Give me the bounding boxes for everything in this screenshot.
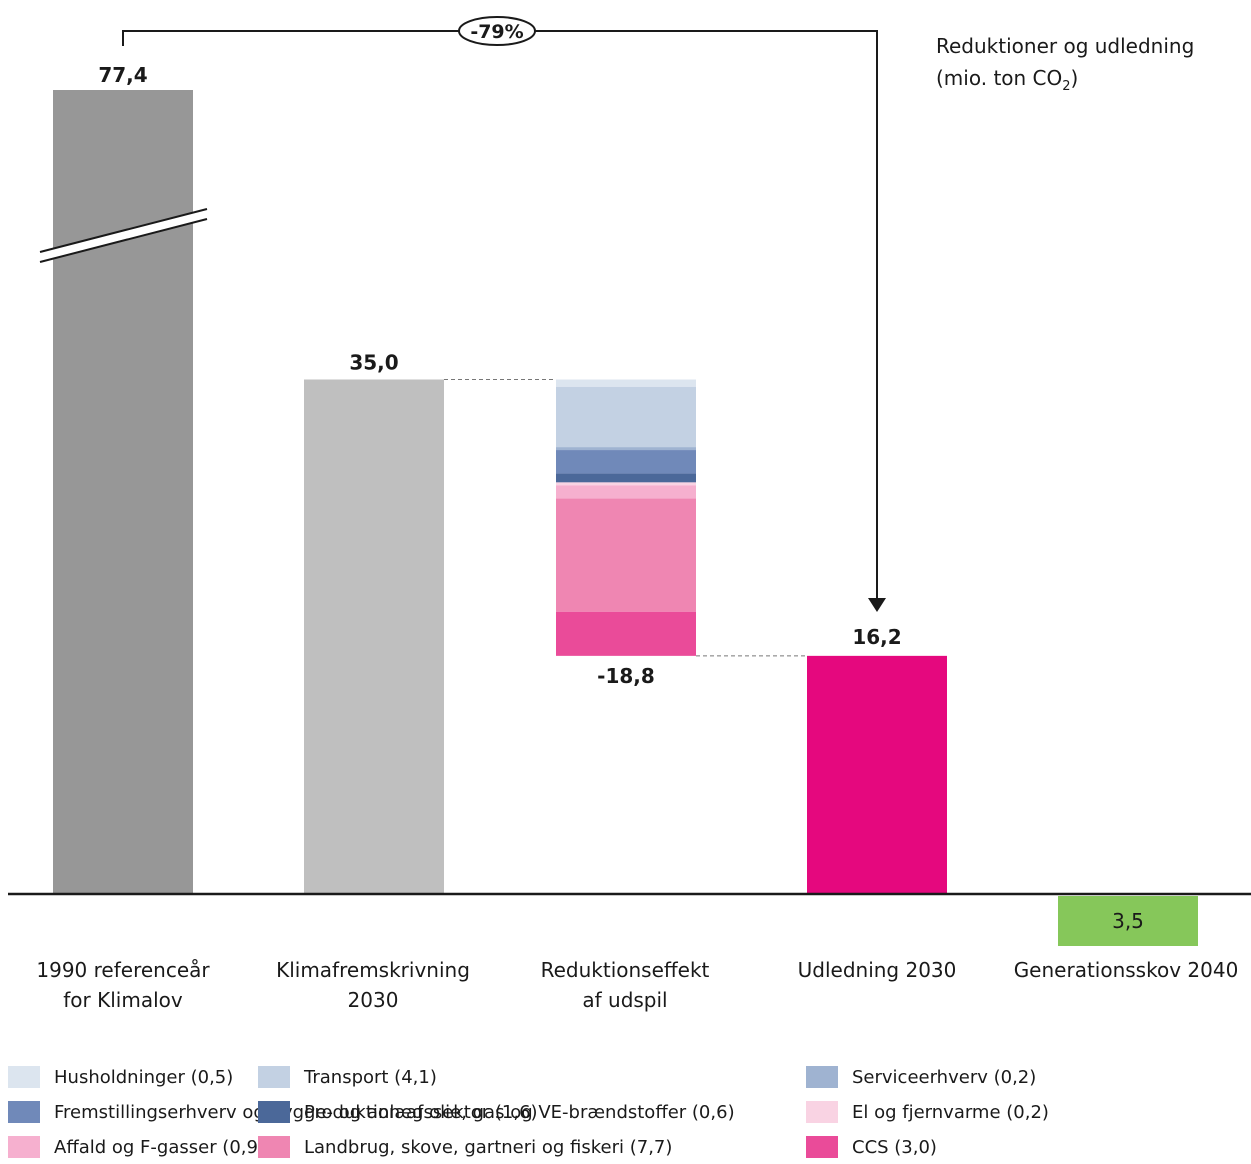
bar-label-udledning: 16,2 <box>852 625 901 649</box>
legend-item: Affald og F-gasser (0,9) <box>8 1134 265 1160</box>
change-badge-oval <box>458 16 536 46</box>
reduction-segment-9 <box>556 611 696 656</box>
change-arrow-head <box>868 598 886 612</box>
legend-swatch <box>806 1101 838 1123</box>
category-label-1990: 1990 referenceår for Klimalov <box>36 958 210 1012</box>
legend-label: Transport (4,1) <box>304 1066 437 1088</box>
change-badge-text: -79% <box>470 21 523 43</box>
bar-label-generationsskov: 3,5 <box>1112 909 1144 933</box>
chart-unit: (mio. ton CO2) <box>936 66 1079 94</box>
legend-item: El og fjernvarme (0,2) <box>806 1099 1049 1125</box>
legend-label: Serviceerhverv (0,2) <box>852 1066 1037 1088</box>
axis-break-line-top <box>39 208 208 253</box>
change-bracket-line <box>122 30 878 600</box>
reduction-segment-3 <box>556 447 696 451</box>
legend-swatch <box>8 1066 40 1088</box>
legend-swatch <box>8 1136 40 1158</box>
legend-item: Serviceerhverv (0,2) <box>806 1064 1036 1090</box>
bar-generationsskov <box>1058 896 1198 946</box>
legend-item: Produktion af olie, gas og VE-brændstoff… <box>258 1099 735 1125</box>
bar-klimafremskrivning <box>304 379 444 894</box>
reduction-segment-4 <box>556 450 696 474</box>
legend-label: Husholdninger (0,5) <box>54 1066 234 1088</box>
reduction-segment-6 <box>556 482 696 486</box>
bar-label-1990: 77,4 <box>98 63 147 87</box>
category-label-generationsskov: Generationsskov 2040 <box>1013 958 1239 982</box>
reduction-segment-5 <box>556 473 696 483</box>
legend-label: Affald og F-gasser (0,9) <box>54 1136 265 1158</box>
legend-swatch <box>806 1136 838 1158</box>
legend-item: Transport (4,1) <box>258 1064 437 1090</box>
legend-swatch <box>258 1136 290 1158</box>
reduction-segment-1 <box>556 379 696 387</box>
category-label-reduktionseffekt: Reduktionseffekt af udspil <box>540 958 710 1012</box>
bar-label-reduktionseffekt: -18,8 <box>597 664 655 688</box>
bar-udledning <box>807 655 947 894</box>
legend-label: El og fjernvarme (0,2) <box>852 1101 1049 1123</box>
legend-label: Fremstillingserhverv og bygge- og anlægs… <box>54 1101 538 1123</box>
waterfall-chart: 77,4 35,0 -18,8 16,2 3,5 -79% <box>8 16 1251 946</box>
legend-item: Husholdninger (0,5) <box>8 1064 233 1090</box>
axis-break-gap <box>40 209 207 262</box>
category-label-klimafremskrivning: Klimafremskrivning 2030 <box>276 958 470 1012</box>
chart-legend: Husholdninger (0,5) Fremstillingserhverv … <box>8 1064 1248 1164</box>
reduction-segment-2 <box>556 386 696 448</box>
bar-label-klimafremskrivning: 35,0 <box>349 351 398 375</box>
chart-title: Reduktioner og udledning (mio. ton CO2) <box>936 30 1194 103</box>
legend-swatch <box>8 1101 40 1123</box>
legend-item: CCS (3,0) <box>806 1134 937 1160</box>
legend-swatch <box>258 1066 290 1088</box>
axis-break-line-bottom <box>39 218 208 263</box>
legend-label: Produktion af olie, gas og VE-brændstoff… <box>304 1101 735 1123</box>
category-label-udledning: Udledning 2030 <box>797 958 957 982</box>
legend-label: CCS (3,0) <box>852 1136 937 1158</box>
reduction-segment-7 <box>556 485 696 499</box>
legend-item: Landbrug, skove, gartneri og fiskeri (7,… <box>258 1134 672 1160</box>
legend-swatch <box>806 1066 838 1088</box>
legend-label: Landbrug, skove, gartneri og fiskeri (7,… <box>304 1136 673 1158</box>
bar-1990 <box>53 90 193 894</box>
legend-item: Fremstillingserhverv og bygge- og anlægs… <box>8 1099 538 1125</box>
legend-swatch <box>258 1101 290 1123</box>
chart-title-text: Reduktioner og udledning <box>936 34 1195 58</box>
reduction-segment-8 <box>556 498 696 612</box>
